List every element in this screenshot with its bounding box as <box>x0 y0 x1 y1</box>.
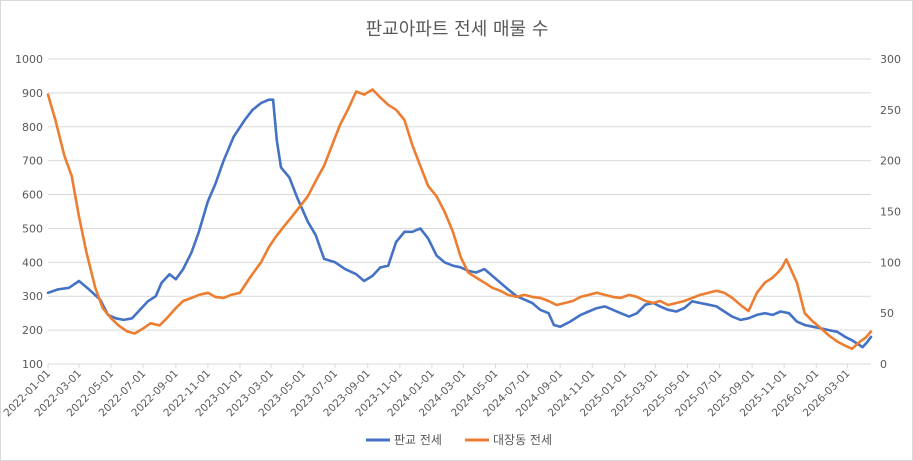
right-tick-label: 100 <box>880 256 901 269</box>
right-tick-label: 200 <box>880 155 901 168</box>
left-tick-label: 200 <box>22 324 43 337</box>
series-line-1 <box>46 98 873 349</box>
left-tick-label: 500 <box>22 222 43 235</box>
legend-label-2: 대장동 전세 <box>493 433 552 447</box>
left-axis-ticks: 100 200 300 400 500 600 700 800 900 1000 <box>15 53 43 371</box>
right-tick-label: 50 <box>880 307 894 320</box>
legend: 판교 전세 대장동 전세 <box>366 433 552 447</box>
right-tick-label: 300 <box>880 53 901 66</box>
right-tick-label: 150 <box>880 206 901 219</box>
left-tick-label: 300 <box>22 290 43 303</box>
series-line-2 <box>46 88 873 351</box>
left-tick-label: 900 <box>22 87 43 100</box>
x-axis-ticks: 2022-01-012022-03-012022-05-012022-07-01… <box>1 364 852 419</box>
left-tick-label: 800 <box>22 121 43 134</box>
left-tick-label: 600 <box>22 189 43 202</box>
left-tick-label: 100 <box>22 358 43 371</box>
left-tick-label: 400 <box>22 256 43 269</box>
left-tick-label: 700 <box>22 155 43 168</box>
left-tick-label: 1000 <box>15 53 43 66</box>
legend-label-1: 판교 전세 <box>394 433 442 447</box>
right-tick-label: 0 <box>880 358 887 371</box>
right-axis-ticks: 0 50 100 150 200 250 300 <box>880 53 901 371</box>
right-tick-label: 250 <box>880 104 901 117</box>
series-lines <box>46 88 873 351</box>
chart-title: 판교아파트 전세 매물 수 <box>366 19 549 40</box>
